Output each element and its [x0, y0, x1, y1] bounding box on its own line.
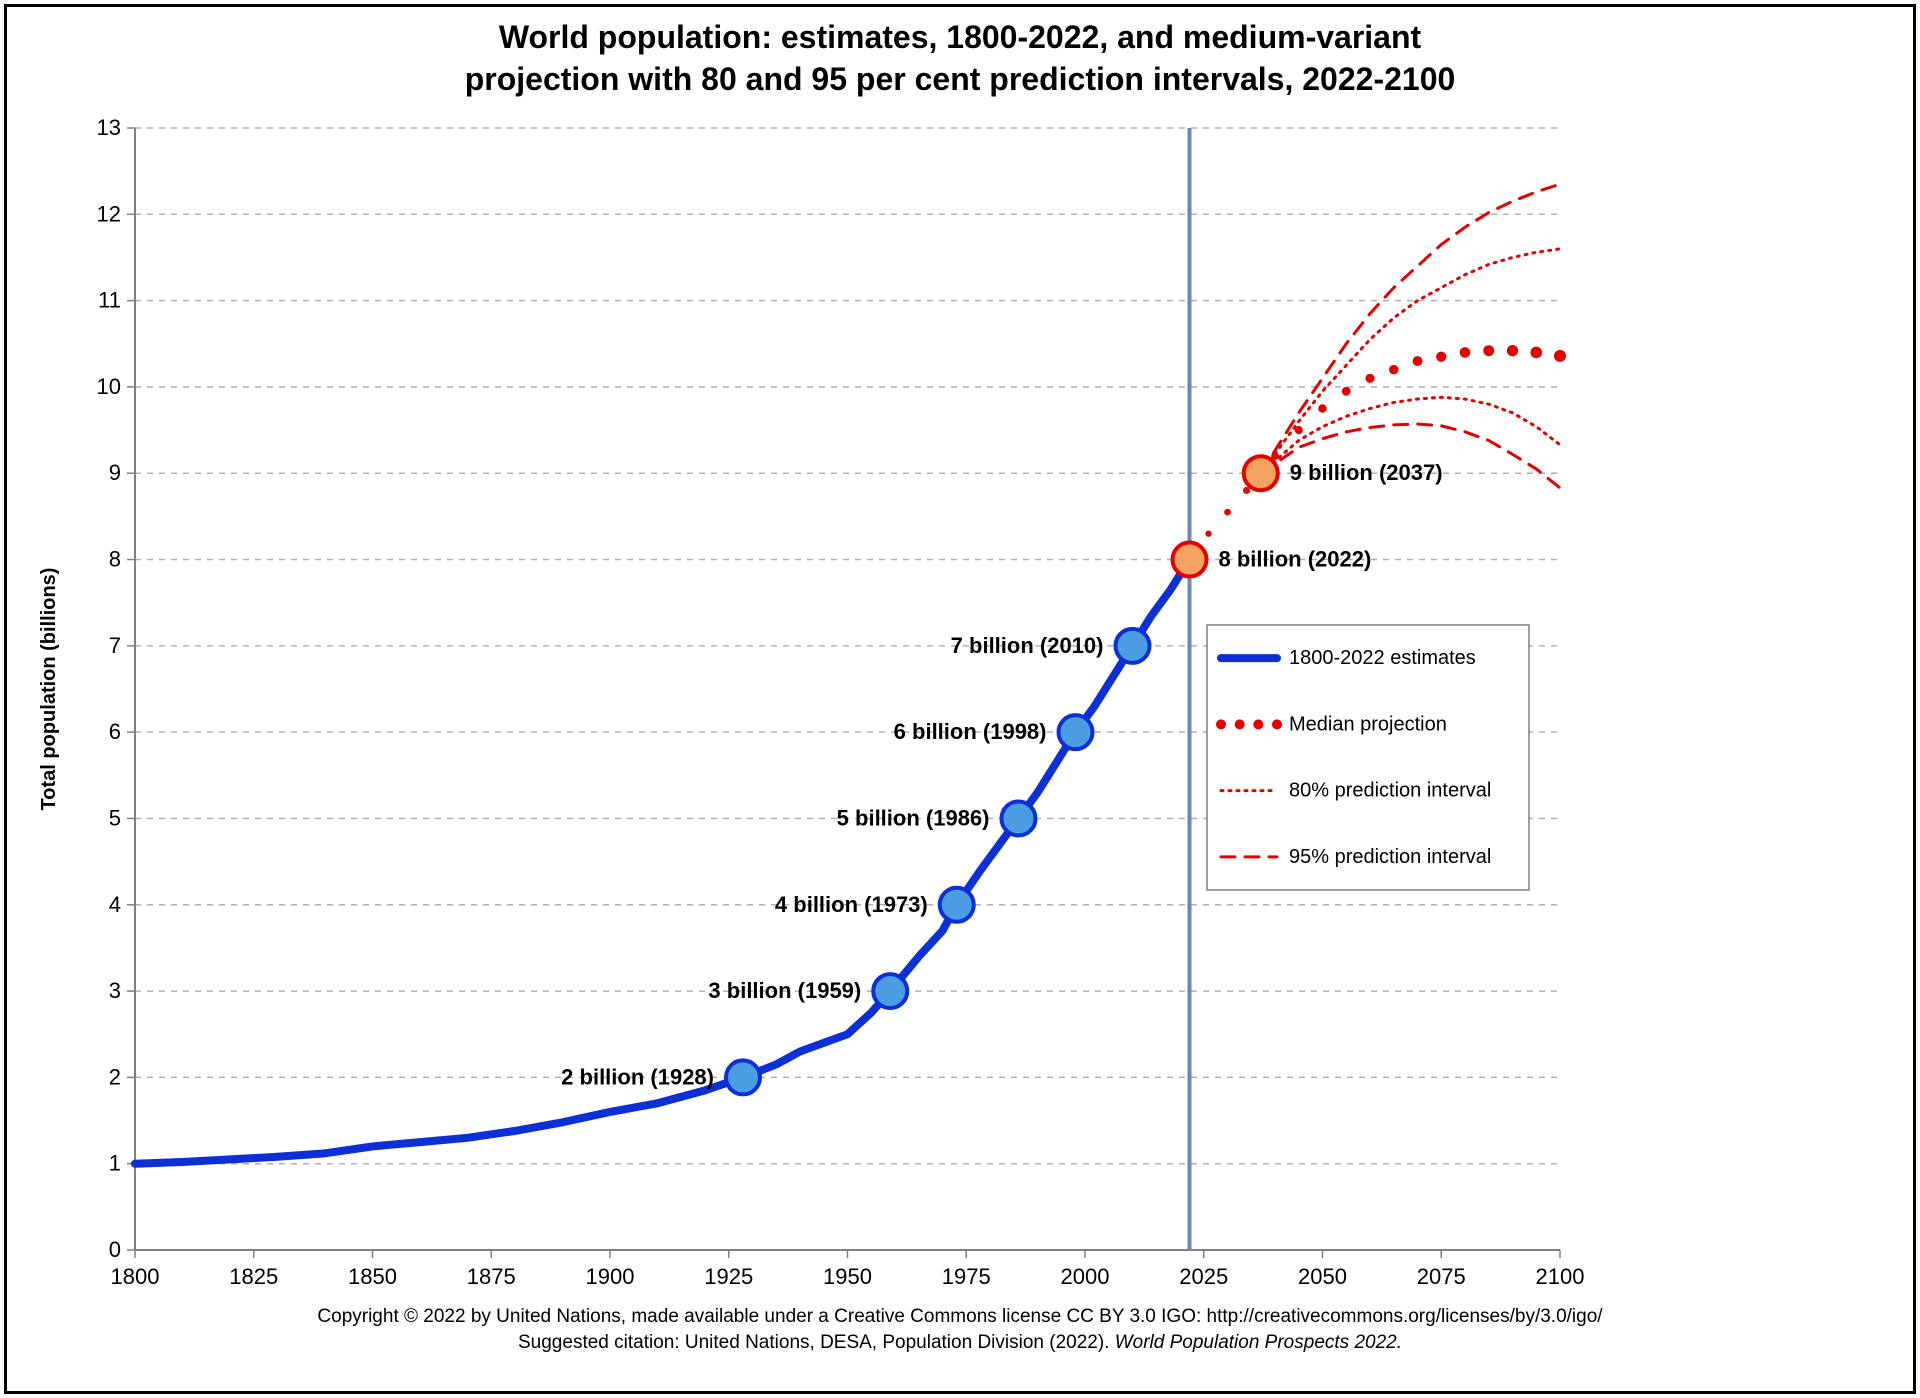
- chart-container: World population: estimates, 1800-2022, …: [0, 0, 1920, 1398]
- outer-border: [4, 4, 1916, 1394]
